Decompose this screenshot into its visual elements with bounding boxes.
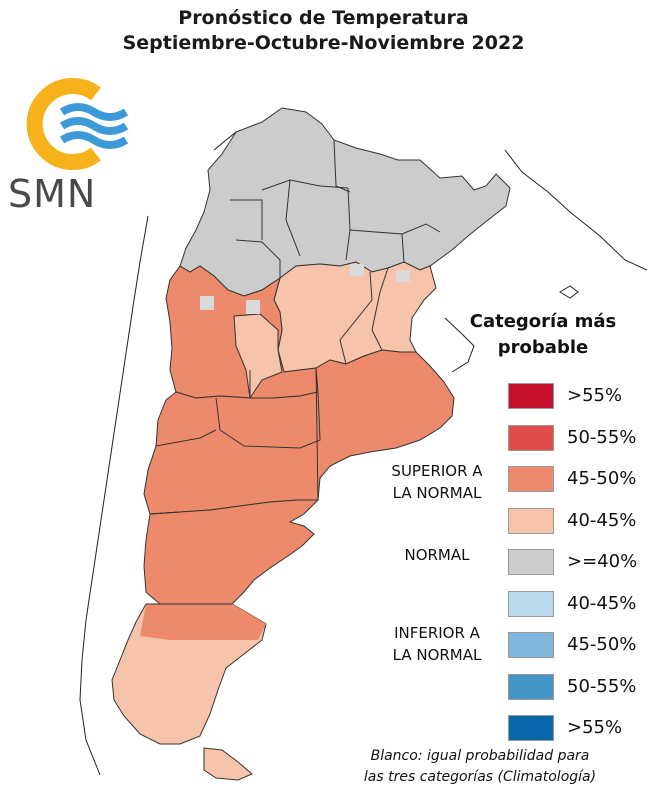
category-superior-line-2: LA NORMAL — [392, 484, 482, 502]
legend-title: Categoría más probable — [458, 309, 628, 361]
category-superior-line-1: SUPERIOR A — [391, 462, 483, 480]
chile-coast — [79, 215, 149, 776]
legend-label: >55% — [567, 717, 623, 738]
legend-category-normal: NORMAL — [372, 544, 502, 566]
legend-label: 50-55% — [567, 676, 637, 697]
legend-swatch — [508, 466, 554, 492]
footnote-line-1: Blanco: igual probabilidad para — [370, 748, 590, 764]
smn-logo — [18, 74, 138, 214]
title-line-1: Pronóstico de Temperatura — [178, 7, 469, 29]
legend-swatch — [508, 674, 554, 700]
category-inferior-line-1: INFERIOR A — [394, 624, 480, 642]
smn-logo-text: SMN — [8, 172, 97, 216]
legend-label: >=40% — [567, 551, 638, 572]
legend-label: >55% — [567, 385, 623, 406]
legend-title-line-1: Categoría más — [469, 311, 617, 332]
title-line-2: Septiembre-Octubre-Noviembre 2022 — [122, 32, 525, 54]
category-normal-line-1: NORMAL — [404, 546, 470, 564]
legend-category-inferior: INFERIOR A LA NORMAL — [372, 622, 502, 666]
region-40-45-tierra-del-fuego — [203, 747, 253, 781]
footnote: Blanco: igual probabilidad para las tres… — [330, 746, 630, 788]
brazil-coast — [504, 149, 647, 271]
legend-label: 45-50% — [567, 468, 637, 489]
legend-swatch — [508, 632, 554, 658]
legend-swatch — [508, 383, 554, 409]
uruguay-coast — [444, 317, 475, 373]
map-title: Pronóstico de Temperatura Septiembre-Oct… — [0, 6, 647, 56]
legend-swatch — [508, 591, 554, 617]
legend-swatch — [508, 425, 554, 451]
region-40-45-mendoza — [233, 313, 283, 400]
region-45-50-patagonia — [143, 499, 320, 605]
legend-category-superior: SUPERIOR A LA NORMAL — [372, 460, 502, 504]
legend-label: 40-45% — [567, 593, 637, 614]
islands — [559, 285, 579, 299]
legend-label: 45-50% — [567, 634, 637, 655]
legend-swatch — [508, 508, 554, 534]
footnote-line-2: las tres categorías (Climatología) — [363, 769, 597, 785]
legend-swatch — [508, 549, 554, 575]
smn-logo-icon — [26, 78, 129, 170]
legend-label: 40-45% — [567, 510, 637, 531]
legend-label: 50-55% — [567, 427, 637, 448]
legend-title-line-2: probable — [497, 337, 589, 358]
category-inferior-line-2: LA NORMAL — [392, 646, 482, 664]
region-45-50-santa-cruz — [140, 604, 266, 640]
legend-swatch — [508, 715, 554, 741]
